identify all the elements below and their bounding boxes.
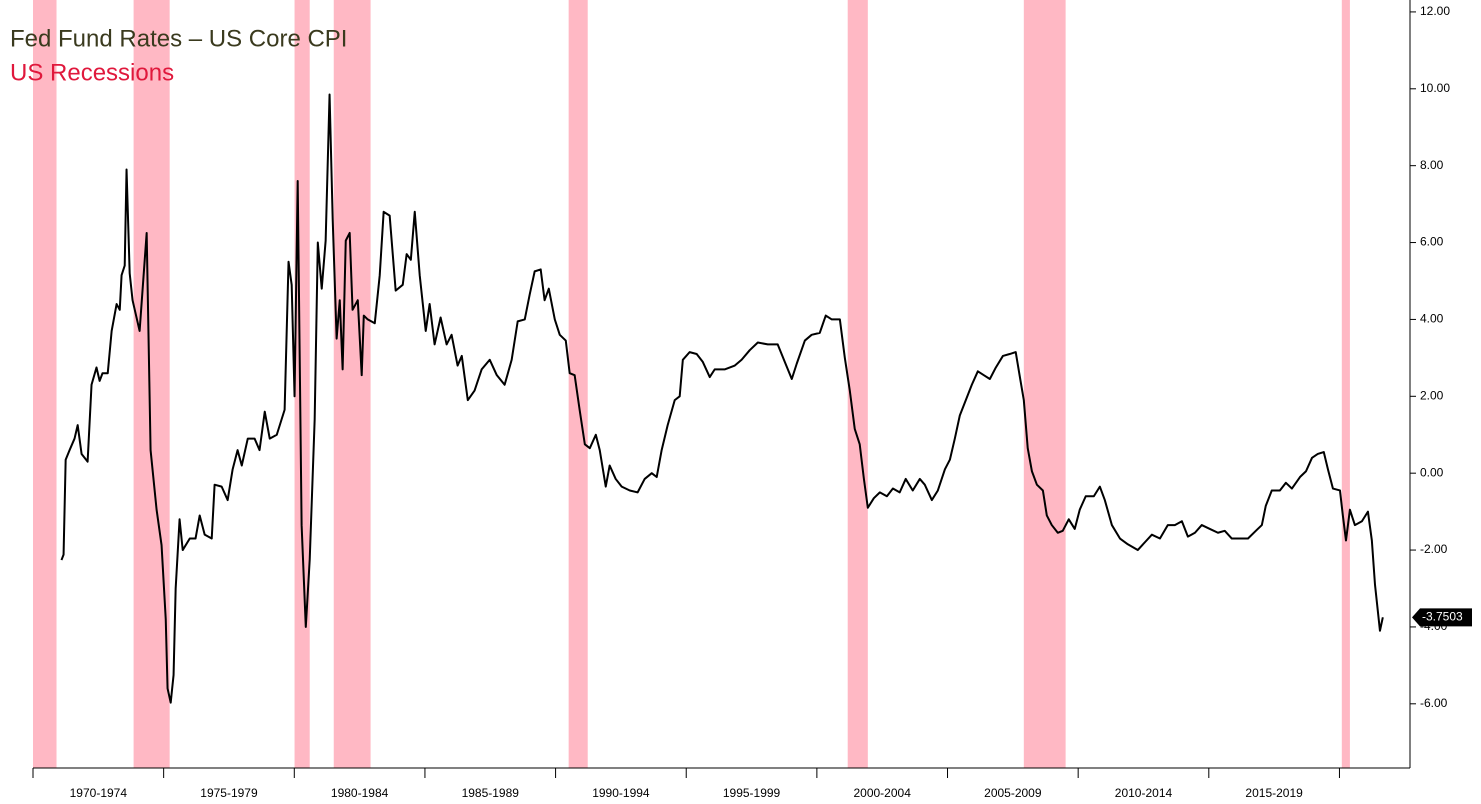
x-tick-label: 1980-1984 bbox=[331, 786, 389, 800]
y-tick-label: -6.00 bbox=[1420, 696, 1448, 710]
y-tick-label: 2.00 bbox=[1420, 388, 1444, 402]
x-tick-label: 1990-1994 bbox=[592, 786, 650, 800]
y-tick-label: 10.00 bbox=[1420, 81, 1450, 95]
y-tick-label: 0.00 bbox=[1420, 465, 1444, 479]
x-tick-label: 2010-2014 bbox=[1115, 786, 1173, 800]
x-tick-label: 1975-1979 bbox=[200, 786, 258, 800]
x-tick-label: 1970-1974 bbox=[70, 786, 128, 800]
x-tick-label: 2005-2009 bbox=[984, 786, 1042, 800]
recession-band bbox=[847, 0, 868, 768]
x-tick-label: 1995-1999 bbox=[723, 786, 781, 800]
recession-band bbox=[568, 0, 588, 768]
last-value-box bbox=[1412, 608, 1472, 627]
data-line bbox=[60, 93, 1384, 704]
y-tick-label: 6.00 bbox=[1420, 235, 1444, 249]
legend-entry: US Recessions bbox=[10, 59, 174, 86]
x-tick-label: 2000-2004 bbox=[853, 786, 911, 800]
recession-band bbox=[294, 0, 310, 768]
recession-bands bbox=[33, 0, 1350, 768]
recession-band bbox=[1023, 0, 1066, 768]
chart-title: Fed Fund Rates – US Core CPI bbox=[10, 25, 347, 52]
last-value-label: -3.7503 bbox=[1422, 610, 1463, 624]
x-tick-label: 1985-1989 bbox=[462, 786, 520, 800]
x-tick-label: 2015-2019 bbox=[1245, 786, 1303, 800]
recession-band bbox=[133, 0, 170, 768]
y-tick-label: -2.00 bbox=[1420, 542, 1448, 556]
y-tick-label: 8.00 bbox=[1420, 158, 1444, 172]
y-tick-label: 12.00 bbox=[1420, 4, 1450, 18]
y-tick-label: 4.00 bbox=[1420, 312, 1444, 326]
recession-band bbox=[333, 0, 371, 768]
recession-band bbox=[33, 0, 57, 768]
recession-band bbox=[1341, 0, 1350, 768]
